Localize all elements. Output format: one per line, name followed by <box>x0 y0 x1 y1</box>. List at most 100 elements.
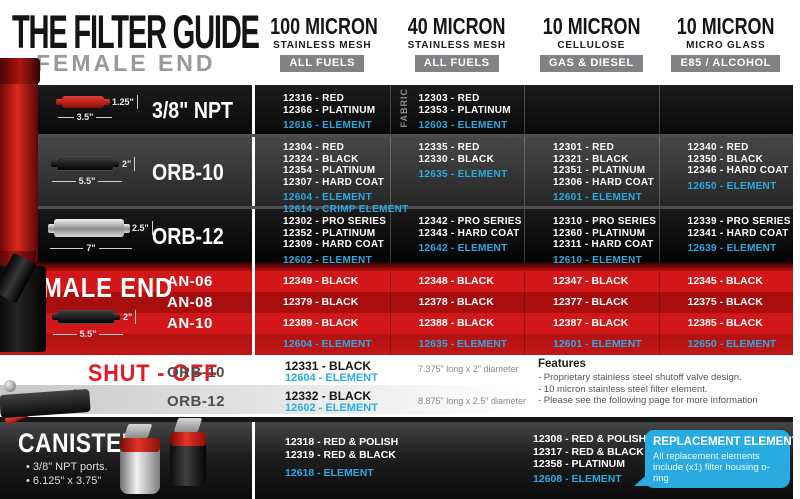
fuel-badge: ALL FUELS <box>414 55 499 72</box>
male-end-section: AN-06 12349 - BLACK 12348 - BLACK 12347 … <box>0 262 793 355</box>
part-number: 12302 - PRO SERIES <box>283 216 387 227</box>
canister-specs: • 3/8" NPT ports. • 6.125" x 3.75" <box>26 460 108 488</box>
part-number: 12306 - HARD COAT <box>553 176 655 188</box>
parts-cell-cellulose: 12310 - PRO SERIES 12360 - PLATINUM 12311 … <box>524 209 659 266</box>
part-number: 12385 - BLACK <box>658 313 794 334</box>
part-number: 12311 - HARD COAT <box>553 239 654 250</box>
label-divider <box>252 209 255 262</box>
label-divider <box>252 422 255 499</box>
element-part-number: 12602 - ELEMENT <box>283 254 372 266</box>
element-part-number: 12601 - ELEMENT <box>553 192 642 203</box>
shut-off-orb10-label: ORB-10 <box>167 364 226 381</box>
page-title: THE FILTER GUIDE <box>12 5 260 58</box>
part-list: 12308 - RED & POLISH 12317 - RED & BLACK 1… <box>533 433 646 471</box>
row-cells: 12379 - BLACK 12378 - BLACK 12377 - BLAC… <box>255 292 793 313</box>
part-list: 12310 - PRO SERIES 12360 - PLATINUM 12311 … <box>553 216 659 251</box>
row-orb12: 2.5" 7" ORB-12 12302 - PRO SERIES 12352 -… <box>0 209 794 266</box>
an08-label: AN-08 <box>167 294 213 311</box>
element-list: 12616 - ELEMENT <box>283 120 390 132</box>
micron-rating: 10 MICRON <box>676 13 775 39</box>
part-number: 12354 - PLATINUM <box>283 165 376 176</box>
part-number: 12388 - BLACK <box>389 313 525 334</box>
shut-off-orb12-label: ORB-12 <box>167 393 226 410</box>
label-divider <box>252 85 255 134</box>
callout-body: All replacement elements include (x1) fi… <box>653 451 770 484</box>
fabric-note: FABRIC <box>398 88 409 128</box>
filter-illustration <box>56 96 110 108</box>
element-part-number: 12604 - ELEMENT <box>283 192 372 203</box>
male-row-an06: AN-06 12349 - BLACK 12348 - BLACK 12347 … <box>0 271 793 292</box>
element-list: 12608 - ELEMENT <box>533 473 622 485</box>
canister-black-photo <box>170 432 206 486</box>
element-part-number: 12602 - ELEMENT <box>285 402 378 414</box>
element-list: 12635 - ELEMENT <box>419 169 525 181</box>
element-part-number: 12635 - ELEMENT <box>389 334 525 355</box>
parts-cell-cellulose: 12301 - RED 12321 - BLACK 12351 - PLATINUM… <box>524 137 659 206</box>
row-label-orb10: ORB-10 <box>152 159 224 185</box>
media-type: CELLULOSE <box>557 40 626 51</box>
dim-height: 1.25" <box>112 95 138 109</box>
filter-illustration <box>48 219 130 237</box>
male-row-an08: AN-08 12379 - BLACK 12378 - BLACK 12377 … <box>0 292 793 313</box>
part-number: 12342 - PRO SERIES <box>418 216 522 227</box>
column-header-40-micron: 40 MICRON STAINLESS MESH ALL FUELS <box>390 15 525 72</box>
part-number: 12319 - RED & BLACK <box>285 448 396 461</box>
element-part-number: 12608 - ELEMENT <box>533 473 622 485</box>
element-list: 12650 - ELEMENT <box>688 181 794 193</box>
media-type: STAINLESS MESH <box>407 40 506 51</box>
label-divider <box>252 262 255 355</box>
part-number: 12343 - HARD COAT <box>418 227 520 239</box>
valve-body <box>0 388 91 419</box>
element-part-number: 12604 - ELEMENT <box>283 338 372 350</box>
part-number: 12377 - BLACK <box>524 292 659 313</box>
canister-heading: CANISTER <box>18 428 139 458</box>
element-list: 12610 - ELEMENT <box>553 255 659 267</box>
replacement-elements-callout: REPLACEMENT ELEMENTS All replacement ele… <box>634 430 800 488</box>
part-number: 12309 - HARD COAT <box>283 239 385 250</box>
part-number: 12304 - RED <box>283 142 345 153</box>
parts-cell-cellulose-empty <box>524 85 659 134</box>
shut-off-section: SHUT - OFF ORB-10 ORB-12 12331 - BLACK 1… <box>0 355 793 417</box>
parts-cell-40-micron: FABRIC 12303 - RED 12353 - PLATINUM 12603… <box>389 85 525 134</box>
spec-bullet: • 3/8" NPT ports. <box>26 461 108 473</box>
part-number: 12366 - PLATINUM <box>283 104 376 116</box>
part-list: 12318 - RED & POLISH 12319 - RED & BLACK <box>285 436 398 461</box>
part-number: 12301 - RED <box>553 142 615 153</box>
features-block: Features - Proprietary stainless steel s… <box>538 358 788 407</box>
element-list: 12603 - ELEMENT <box>419 120 525 132</box>
micron-rating: 100 MICRON <box>270 13 378 39</box>
part-number: 12378 - BLACK <box>389 292 525 313</box>
dim-height: 2" <box>122 157 136 171</box>
column-headers: 100 MICRON STAINLESS MESH ALL FUELS 40 M… <box>255 13 794 72</box>
female-end-heading: FEMALE END <box>36 50 216 76</box>
part-list: 12303 - RED 12353 - PLATINUM <box>419 93 525 116</box>
dim-height: 2" <box>123 310 137 324</box>
element-list: 12642 - ELEMENT <box>419 243 525 255</box>
element-list: 12639 - ELEMENT <box>688 243 794 255</box>
feature-bullet: - 10 micron stainless steel filter eleme… <box>538 383 708 395</box>
part-number: 12345 - BLACK <box>658 271 794 292</box>
features-list: - Proprietary stainless steel shutoff va… <box>538 372 788 407</box>
element-list: 12618 - ELEMENT <box>285 467 374 479</box>
column-header-10-micron-micro-glass: 10 MICRON MICRO GLASS E85 / ALCOHOL <box>659 13 794 72</box>
row-label-orb12: ORB-12 <box>152 223 224 249</box>
column-header-10-micron-cellulose: 10 MICRON CELLULOSE GAS & DIESEL <box>524 15 659 72</box>
part-list: 12342 - PRO SERIES 12343 - HARD COAT <box>419 216 525 239</box>
parts-cell-40-micron: 12335 - RED 12330 - BLACK 12635 - ELEMENT <box>389 137 525 206</box>
row-cells: 12389 - BLACK 12388 - BLACK 12387 - BLAC… <box>255 313 793 334</box>
media-type: STAINLESS MESH <box>273 40 372 51</box>
media-type: MICRO GLASS <box>686 40 766 51</box>
column-header-100-micron: 100 MICRON STAINLESS MESH ALL FUELS <box>255 13 390 72</box>
filter-illustration <box>51 156 119 171</box>
part-number: 12375 - BLACK <box>658 292 794 313</box>
element-part-number: 12650 - ELEMENT <box>687 180 777 192</box>
part-list: 12335 - RED 12330 - BLACK <box>419 142 525 165</box>
parts-cell-micro-glass-empty <box>658 85 794 134</box>
element-part-number: 12614 - CRIMP ELEMENT <box>283 203 409 215</box>
dim-length: 5.5" <box>52 176 122 186</box>
element-part-number: 12639 - ELEMENT <box>687 243 777 254</box>
part-number: 12330 - BLACK <box>418 153 495 165</box>
part-number: 12332 - BLACK <box>285 389 372 403</box>
row-cells: 12302 - PRO SERIES 12352 - PLATINUM 12309 … <box>255 209 794 266</box>
dimensions-note: 7.375" long x 2" diameter <box>418 364 519 374</box>
